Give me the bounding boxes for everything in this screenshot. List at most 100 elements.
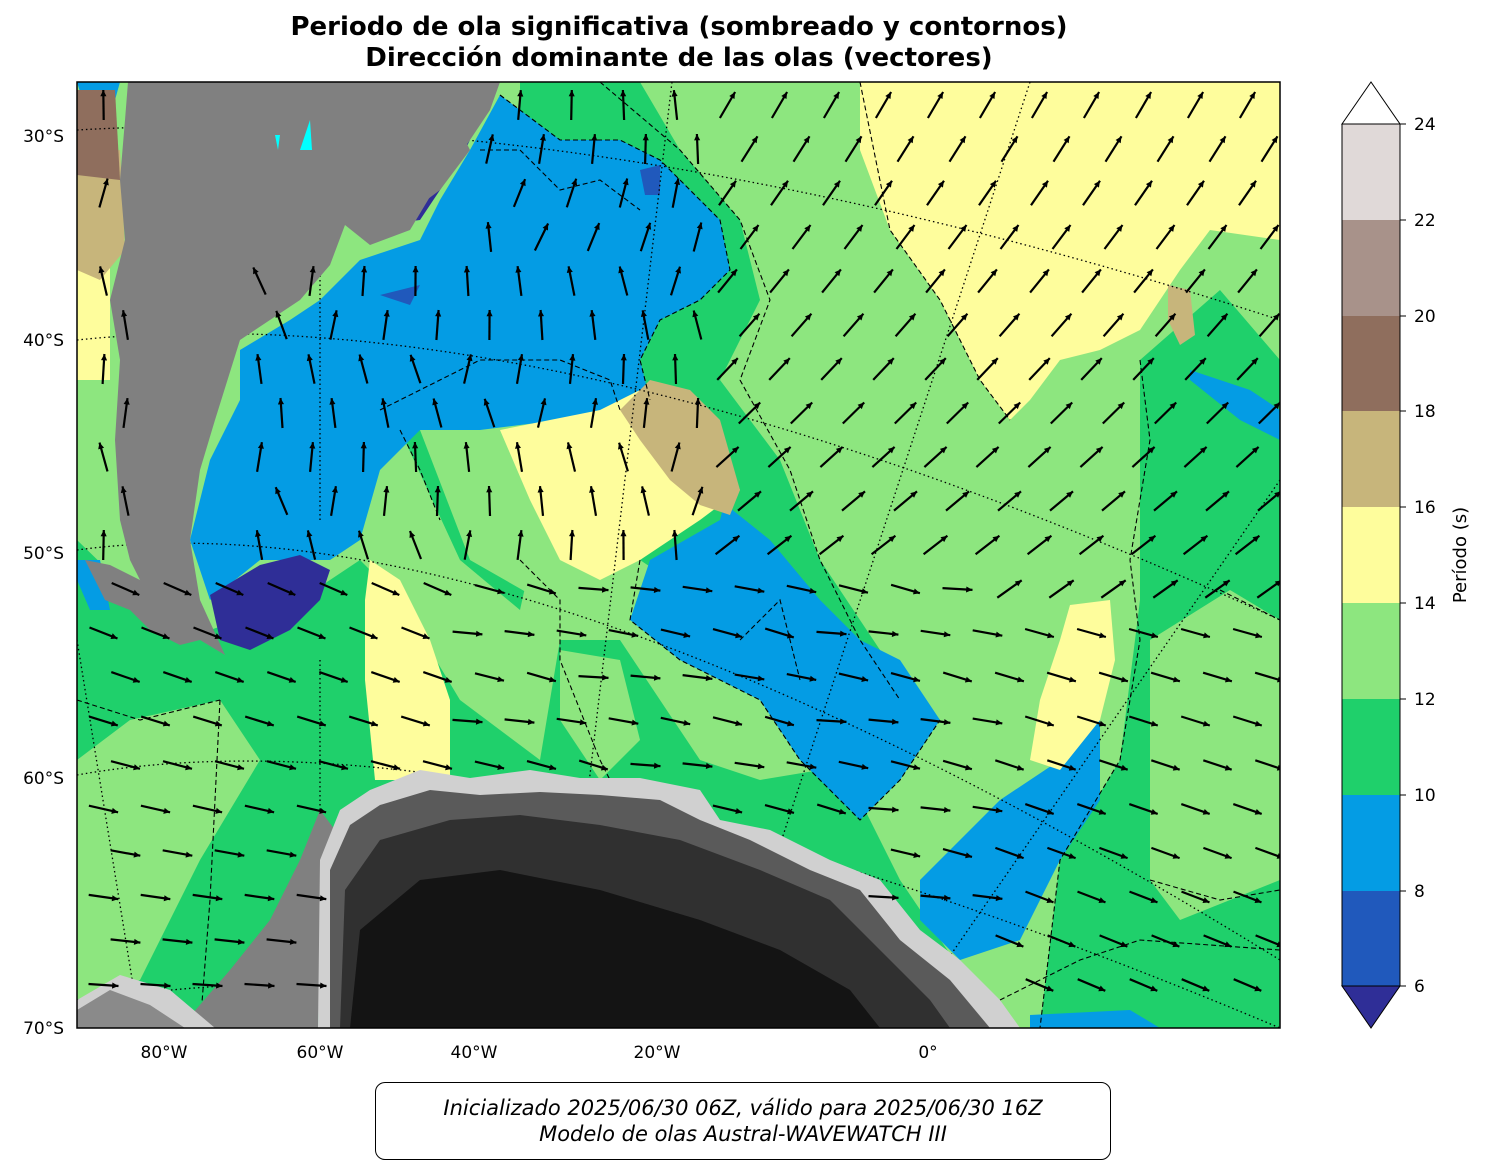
wave-vector-head-108 (306, 354, 313, 362)
wave-vector-head-186 (1118, 491, 1125, 498)
wave-vector-head-364 (1150, 897, 1158, 903)
wave-vector-head-174 (486, 486, 493, 493)
wave-vector-head-8 (885, 92, 892, 99)
wave-vector-head-303 (133, 764, 140, 771)
wave-vector-head-150 (309, 442, 316, 449)
wave-vector-head-187 (1170, 491, 1177, 498)
wave-vector-head-1 (517, 90, 524, 97)
wave-vector-head-229 (1066, 580, 1074, 587)
wave-vector-head-300 (1150, 720, 1158, 727)
wave-vector-head-68 (412, 266, 419, 273)
wave-vector-head-193 (358, 530, 364, 538)
period-region-14-16 (860, 82, 1280, 420)
wave-vector-head-176 (589, 486, 596, 493)
wave-vector-head-136 (694, 398, 701, 405)
wave-vector-head-324 (1224, 764, 1232, 771)
wave-vector-head-28 (1115, 136, 1122, 144)
wave-vector-head-65 (253, 267, 259, 275)
wave-vector-head-331 (735, 808, 743, 814)
wave-vector-head-367 (133, 938, 141, 945)
wave-vector-head-262 (392, 677, 400, 683)
wave-vector-head-265 (549, 676, 556, 683)
wave-vector-head-258 (184, 677, 192, 683)
wave-vector-head-357 (267, 895, 275, 902)
caption-line1: Inicializado 2025/06/30 06Z, válido para… (443, 1096, 1043, 1120)
colorbar-tick-8: 8 (1414, 882, 1425, 902)
wave-vector-head-210 (1252, 535, 1260, 543)
colorbar-band-10-12 (1342, 699, 1400, 795)
wave-vector-head-135 (643, 398, 650, 405)
wave-vector-head-198 (620, 530, 627, 537)
colorbar-band-6-8 (1342, 891, 1400, 986)
period-region-6-8 (210, 555, 330, 650)
wave-vector-head-248 (839, 630, 847, 637)
wave-vector-head-152 (412, 442, 419, 449)
wave-vector-head-40 (885, 180, 892, 188)
wave-vector-head-129 (329, 398, 336, 405)
wave-vector-head-165 (1095, 446, 1103, 454)
wave-vector-head-201 (784, 535, 792, 543)
wave-vector-head-216 (392, 589, 400, 596)
wave-vector-head-42 (989, 180, 996, 188)
wave-vector-head-236 (214, 633, 222, 639)
wave-vector-head-55 (856, 225, 863, 232)
wave-vector-head-74 (730, 269, 737, 277)
wave-vector-head-2 (568, 90, 575, 97)
wave-vector-head-67 (361, 266, 368, 273)
wave-vector-head-26 (1011, 136, 1018, 144)
wave-vector-head-191 (255, 530, 261, 537)
wave-vector-head-287 (475, 718, 483, 725)
wave-vector-head-23 (855, 136, 862, 144)
wave-vector-head-347 (965, 852, 972, 859)
wave-vector-head-98 (908, 313, 916, 321)
wave-vector-head-327 (163, 807, 171, 814)
wave-vector-head-250 (943, 631, 951, 638)
wave-vector-head-14 (1197, 92, 1204, 99)
wave-vector-head-309 (445, 764, 452, 771)
wave-vector-head-305 (237, 764, 244, 771)
wave-vector-head-352 (1224, 853, 1232, 859)
map-frame (76, 81, 1281, 1029)
wave-vector-head-341 (1254, 809, 1262, 815)
wave-vector-head-91 (538, 310, 544, 317)
wave-vector-head-62 (1220, 225, 1227, 232)
wave-vector-head-188 (1222, 491, 1229, 498)
wave-vector-head-260 (288, 677, 296, 683)
wave-vector-head-194 (409, 531, 416, 538)
wave-vector-head-301 (1202, 720, 1210, 727)
wave-vector-head-349 (1068, 853, 1076, 859)
map-plot-area (77, 82, 1280, 1028)
wave-vector-head-96 (804, 313, 812, 321)
wave-vector-head-329 (267, 807, 275, 814)
wave-vector-head-256 (1255, 632, 1262, 639)
wave-vector-head-158 (731, 446, 739, 454)
wave-vector-head-316 (809, 763, 817, 770)
wave-vector-head-296 (943, 719, 951, 726)
wave-vector-head-169 (120, 486, 127, 494)
wave-vector-head-153 (463, 442, 470, 449)
wave-vector-head-235 (162, 633, 170, 639)
wave-vector-head-128 (277, 398, 284, 405)
wave-vector-head-244 (631, 631, 639, 638)
wave-vector-head-195 (466, 530, 473, 537)
wave-vector-head-82 (1146, 269, 1153, 277)
wave-vector-head-4 (671, 90, 678, 97)
wave-vector-head-181 (858, 491, 865, 498)
wave-vector-head-107 (255, 354, 262, 361)
wave-vector-head-89 (435, 310, 442, 317)
wave-vector-head-21 (751, 136, 758, 144)
wave-vector-head-111 (466, 354, 473, 362)
wave-vector-head-183 (962, 491, 969, 498)
wave-vector-head-375 (1224, 941, 1232, 948)
wave-vector-head-368 (185, 938, 193, 945)
wave-vector-head-359 (892, 894, 899, 901)
wave-vector-head-268 (705, 675, 713, 682)
wave-vector-head-76 (834, 269, 841, 277)
wave-vector-head-121 (991, 358, 998, 365)
wave-vector-head-87 (332, 310, 339, 318)
wave-vector-head-101 (1064, 313, 1072, 321)
wave-vector-head-94 (692, 310, 699, 318)
wave-vector-head-86 (275, 310, 282, 318)
wave-vector-head-234 (110, 633, 118, 639)
wave-vector-head-381 (320, 982, 327, 989)
